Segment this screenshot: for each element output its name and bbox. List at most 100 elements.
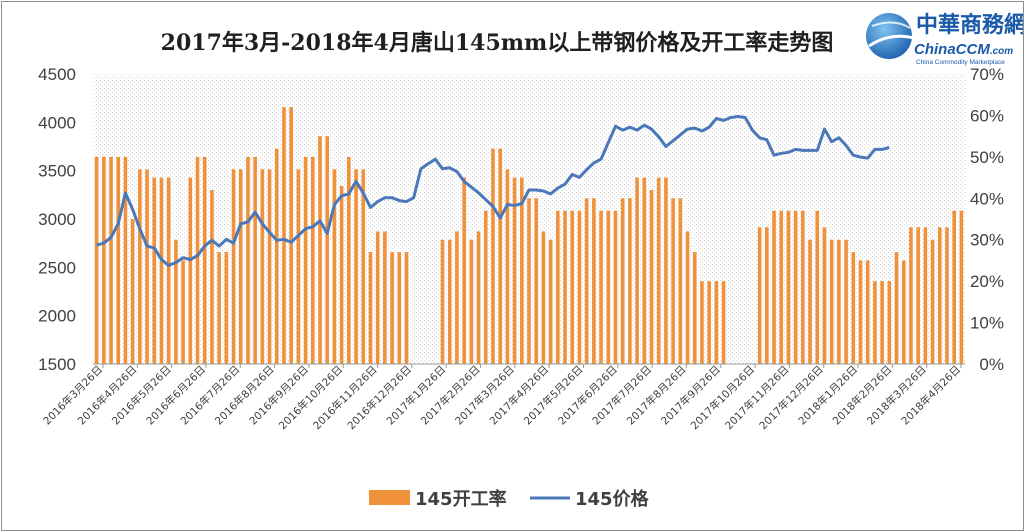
bar (584, 198, 589, 364)
y-right-tick-label: 0% (979, 355, 1004, 374)
x-tick-label: 2016年4月26日 (75, 363, 140, 428)
bar (130, 219, 135, 364)
bar (577, 210, 582, 364)
bar (152, 177, 157, 364)
bar (188, 177, 193, 364)
bar (303, 156, 308, 364)
bar (210, 190, 214, 364)
bar (390, 252, 394, 364)
x-tick-label: 2017年1月26日 (384, 363, 449, 428)
bar (440, 239, 445, 364)
bar (318, 136, 322, 364)
bar (563, 210, 567, 364)
bar (649, 190, 654, 364)
bar (808, 239, 812, 364)
bar (375, 231, 380, 364)
bar (909, 227, 913, 364)
x-tick-label: 2017年9月26日 (658, 363, 723, 428)
y-left-tick-label: 4000 (38, 113, 76, 132)
bar (844, 239, 848, 364)
bar (707, 281, 711, 364)
bar (455, 231, 459, 364)
legend-label-line: 145价格 (575, 488, 650, 510)
logo-name-cn: 中華商務網 (916, 12, 1023, 38)
bar (339, 185, 344, 364)
y-left-tick-label: 2000 (38, 307, 76, 326)
bar (765, 227, 769, 364)
bar (959, 210, 964, 364)
bar (628, 198, 632, 364)
bar (930, 239, 935, 364)
bar (195, 156, 200, 364)
bar (512, 177, 517, 364)
bar (916, 227, 920, 364)
x-tick-label: 2017年6月26日 (555, 363, 620, 428)
bar (880, 281, 884, 364)
x-tick-label: 2017年5月26日 (521, 363, 586, 428)
bar (527, 198, 531, 364)
x-tick-label: 2018年3月26日 (864, 363, 929, 428)
bar (383, 231, 387, 364)
bar (548, 239, 553, 364)
bar (851, 252, 856, 364)
y-left-tick-label: 3000 (38, 210, 76, 229)
bar (700, 281, 704, 364)
x-tick-label: 2017年8月26日 (624, 363, 689, 428)
bar (793, 210, 798, 364)
bar (347, 156, 351, 364)
bar (246, 156, 250, 364)
bar (599, 210, 603, 364)
bar (829, 239, 834, 364)
price-line (96, 115, 890, 267)
logo-domain: .com (990, 46, 1013, 57)
bar (447, 239, 452, 364)
x-tick-label: 2017年11月26日 (722, 363, 791, 432)
bar (138, 169, 142, 364)
y-left-tick-label: 1500 (38, 355, 76, 374)
bar (620, 198, 625, 364)
y-left-tick-label: 4500 (38, 65, 76, 84)
bar (217, 252, 221, 364)
bar (894, 252, 899, 364)
line-series (96, 115, 890, 267)
bar (476, 231, 481, 364)
bar-series (94, 107, 964, 365)
y-right-tick-label: 20% (970, 272, 1004, 291)
bar (901, 260, 906, 364)
bar (267, 169, 272, 364)
bar (606, 210, 611, 364)
y-right-tick-label: 40% (970, 189, 1004, 208)
bar (469, 239, 474, 364)
bar (822, 227, 827, 364)
bar (404, 252, 409, 364)
bar (779, 210, 784, 364)
bar (159, 177, 164, 364)
bar (801, 210, 805, 364)
bar (865, 260, 870, 364)
bar (145, 169, 149, 364)
bar (296, 169, 301, 364)
y-left-tick-label: 3500 (38, 162, 76, 181)
bar (937, 227, 942, 364)
bar (519, 177, 524, 364)
bar (231, 169, 236, 364)
x-tick-label: 2017年4月26日 (487, 363, 552, 428)
bar (483, 210, 488, 364)
x-tick-label: 2016年9月26日 (247, 363, 312, 428)
bar (289, 107, 293, 365)
y-axis-right: 0% 10% 20% 30% 40% 50% 60% 70% (970, 65, 1004, 374)
bar (671, 198, 675, 364)
bar (498, 148, 502, 364)
bar (361, 169, 366, 364)
legend-swatch-bar (369, 490, 410, 505)
logo-tagline: China Commodity Marketplace (916, 59, 1005, 66)
bar (887, 281, 892, 364)
bar (274, 148, 279, 364)
bar (462, 177, 466, 364)
logo: 中華商務網 ChinaCCM.com China Commodity Marke… (866, 12, 1023, 66)
bar (311, 156, 315, 364)
bar (873, 281, 877, 364)
bar (592, 198, 596, 364)
x-tick-label: 2016年5月26日 (109, 363, 174, 428)
x-tick-label: 2018年4月26日 (899, 363, 964, 428)
